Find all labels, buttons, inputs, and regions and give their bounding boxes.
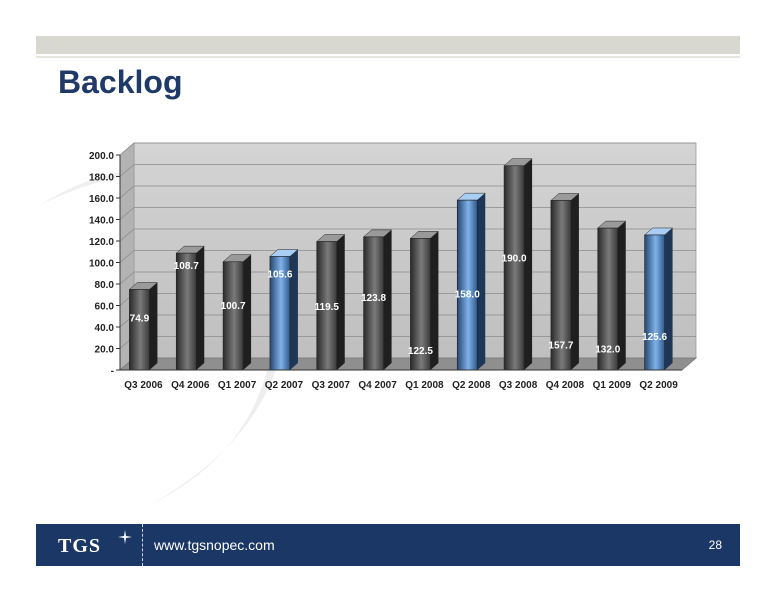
bar-side — [196, 246, 205, 370]
x-tick-label: Q2 2009 — [639, 380, 678, 391]
bar-q2-2008 — [456, 192, 486, 371]
bar-q3-2007 — [316, 234, 346, 371]
bar-q2-2009 — [643, 227, 674, 371]
data-label: 157.7 — [548, 341, 573, 352]
footer-bar: TGS www.tgsnopec.com 28 — [36, 524, 740, 566]
bar-side — [524, 158, 533, 370]
x-tick-label: Q1 2009 — [593, 380, 632, 391]
header-rule — [36, 56, 740, 58]
x-tick-label: Q4 2006 — [171, 380, 210, 391]
x-tick-label: Q4 2008 — [546, 380, 585, 391]
data-label: 108.7 — [174, 261, 199, 272]
bar-front — [222, 261, 244, 371]
y-tick-label: 60.0 — [95, 302, 115, 313]
bar-side — [336, 234, 345, 370]
data-label: 132.0 — [595, 345, 620, 356]
bar-front — [456, 199, 478, 371]
data-label: 74.9 — [130, 314, 150, 325]
bar-q4-2008 — [550, 193, 580, 371]
x-tick-label: Q3 2006 — [124, 380, 163, 391]
y-tick-label: - — [111, 366, 114, 377]
bar-front — [644, 234, 665, 371]
y-tick-label: 120.0 — [89, 237, 114, 248]
data-label: 122.5 — [408, 346, 433, 357]
data-label: 123.8 — [361, 293, 386, 304]
bar-q3-2008 — [503, 158, 533, 371]
bar-q1-2007 — [222, 254, 252, 371]
bar-side — [570, 193, 579, 370]
bar-front — [503, 165, 525, 371]
y-tick-label: 180.0 — [89, 173, 114, 184]
data-label: 158.0 — [455, 290, 480, 301]
y-tick-label: 100.0 — [89, 259, 114, 270]
bar-front — [129, 289, 150, 371]
bar-side — [664, 227, 673, 370]
x-tick-label: Q2 2008 — [452, 380, 491, 391]
page-number: 28 — [708, 538, 722, 552]
bar-q2-2007 — [269, 249, 299, 371]
y-tick-label: 40.0 — [95, 323, 115, 334]
x-tick-label: Q4 2007 — [358, 380, 397, 391]
bar-q4-2007 — [362, 229, 393, 371]
bar-q1-2008 — [409, 231, 440, 371]
x-tick-label: Q1 2008 — [405, 380, 444, 391]
bar-side — [477, 193, 486, 370]
logo-spark-icon — [118, 530, 132, 544]
x-tick-label: Q3 2008 — [499, 380, 538, 391]
data-label: 190.0 — [502, 254, 527, 265]
slide-title: Backlog — [58, 64, 183, 100]
y-tick-label: 140.0 — [89, 216, 114, 227]
header-band — [36, 36, 740, 54]
data-label: 119.5 — [315, 302, 340, 313]
data-label: 105.6 — [267, 270, 292, 281]
y-tick-label: 20.0 — [95, 345, 115, 356]
x-tick-label: Q2 2007 — [265, 380, 304, 391]
tgs-logo: TGS — [58, 535, 102, 557]
bar-side — [430, 231, 439, 370]
x-tick-label: Q1 2007 — [218, 380, 257, 391]
bar-side — [617, 221, 626, 370]
bar-q3-2006 — [128, 282, 159, 371]
footer-url-link[interactable]: www.tgsnopec.com — [154, 537, 275, 553]
y-tick-label: 160.0 — [89, 194, 114, 205]
data-label: 125.6 — [642, 332, 667, 343]
bar-q4-2006 — [175, 245, 205, 371]
gridline — [119, 142, 696, 156]
y-tick-label: 200.0 — [89, 151, 114, 162]
x-tick-label: Q3 2007 — [312, 380, 351, 391]
bar-side — [289, 249, 298, 370]
bar-side — [243, 254, 252, 370]
y-tick-label: 80.0 — [95, 280, 115, 291]
footer-divider — [142, 524, 143, 566]
bar-side — [383, 229, 392, 370]
data-label: 100.7 — [221, 301, 246, 312]
bar-side — [149, 282, 158, 370]
bar-q1-2009 — [597, 220, 627, 371]
